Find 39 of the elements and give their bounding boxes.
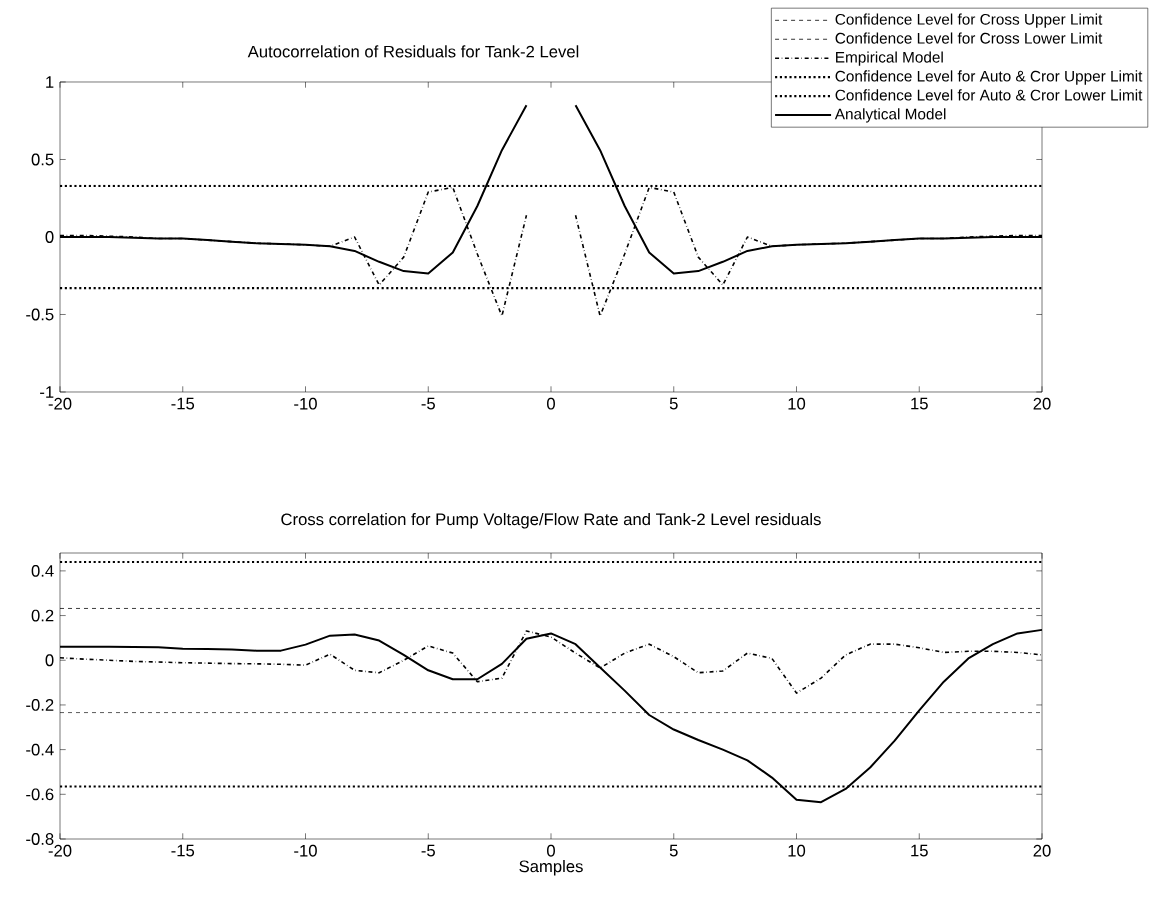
x-tick-label: -15 [171,397,195,410]
x-tick-label: 5 [669,844,678,857]
x-axis-title: Samples [519,859,583,876]
y-tick-label: 0 [45,654,54,667]
x-tick-label: 10 [788,397,806,410]
x-tick-label: -5 [421,844,435,857]
y-tick-label: 0.2 [31,609,54,622]
y-tick-label: 1 [46,76,54,88]
x-tick-label: -10 [294,844,317,857]
chart-title: Autocorrelation of Residuals for Tank-2 Level [247,45,579,58]
y-tick-label: 0 [45,231,54,243]
x-tick-label: 5 [669,397,678,410]
y-tick-label: -1 [40,386,54,398]
x-tick-label: 20 [1033,397,1051,410]
x-tick-label: -10 [294,397,317,410]
chart-title: Cross correlation for Pump Voltage/Flow Rate and Tank-2 Level residuals [281,512,821,529]
y-tick-label: -0.8 [26,833,54,845]
x-tick-label: 10 [788,844,806,857]
x-tick-label: -15 [171,844,195,857]
legend-label: Confidence Level for Auto & Cror Upper Limit [835,70,1143,85]
legend-label: Empirical Model [836,51,943,66]
legend-label: Confidence Level for Auto & Cror Lower Limit [835,89,1143,101]
x-tick-label: -5 [421,397,435,410]
y-tick-label: 0.5 [31,153,54,166]
legend-label: Analytical Model [834,108,946,123]
y-tick-label: -0.5 [26,308,54,321]
x-tick-label: -20 [48,844,72,857]
legend-label: Confidence Level for Cross Upper Limit [835,13,1103,28]
x-tick-label: 0 [547,844,555,857]
x-tick-label: -20 [48,397,72,410]
y-tick-label: 0.4 [31,564,54,577]
y-tick-label: -0.2 [26,699,54,711]
y-tick-label: -0.4 [26,743,54,756]
y-tick-label: -0.6 [26,788,54,801]
x-tick-label: 0 [547,397,555,410]
legend-label: Confidence Level for Cross Lower Limit [835,32,1103,44]
x-tick-label: 20 [1033,844,1051,857]
x-tick-label: 15 [911,844,928,857]
x-tick-label: 15 [911,397,928,410]
